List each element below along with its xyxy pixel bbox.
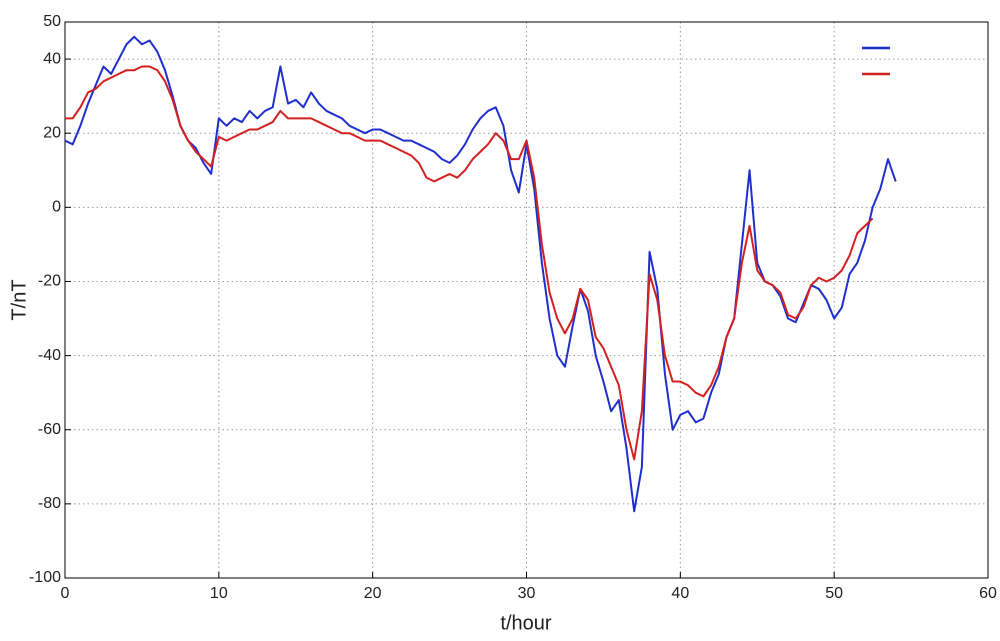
x-tick-label: 60 <box>979 585 997 602</box>
x-tick-label: 40 <box>671 585 689 602</box>
y-tick-label: 0 <box>52 199 61 216</box>
x-tick-label: 30 <box>518 585 536 602</box>
y-tick-label: -20 <box>38 273 61 290</box>
y-tick-label: -40 <box>38 347 61 364</box>
y-tick-label: -100 <box>29 569 61 586</box>
x-tick-label: 10 <box>210 585 228 602</box>
data-line <box>64 35 897 513</box>
y-tick-label: -60 <box>38 421 61 438</box>
y-tick-label: 20 <box>43 124 61 141</box>
x-tick-label: 20 <box>364 585 382 602</box>
plot-frame <box>64 21 989 579</box>
y-tick-label: 40 <box>43 50 61 67</box>
y-tick-label: 50 <box>43 13 61 30</box>
y-tick-label: -80 <box>38 495 61 512</box>
y-axis-label: T/nT <box>8 279 30 320</box>
x-tick-label: 0 <box>61 585 70 602</box>
x-axis-label: t/hour <box>500 612 551 634</box>
x-tick-label: 50 <box>825 585 843 602</box>
data-line <box>65 65 874 461</box>
